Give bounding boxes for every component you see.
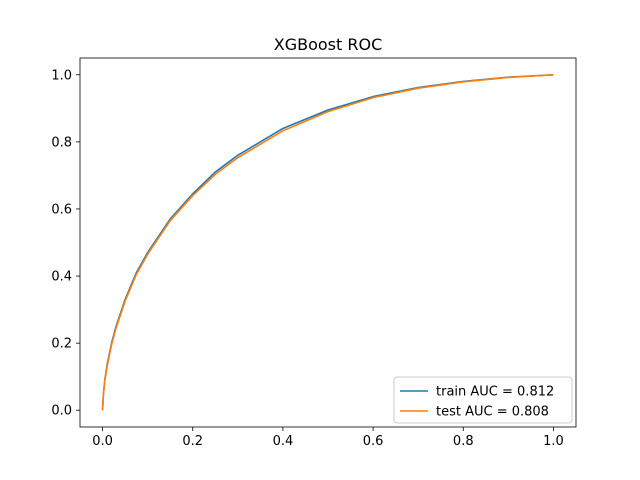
legend-box — [393, 376, 573, 424]
series-layer — [101, 73, 554, 411]
y-tick-label: 0.4 — [51, 270, 72, 285]
chart-title: XGBoost ROC — [274, 35, 383, 54]
y-tick-label: 1.0 — [51, 68, 72, 83]
series-line-1 — [101, 73, 554, 411]
legend-label: train AUC = 0.812 — [436, 385, 554, 400]
x-tick-label: 1.0 — [543, 434, 564, 449]
plot-area — [79, 57, 577, 428]
legend-label: test AUC = 0.808 — [436, 405, 549, 420]
y-tick-label: 0.0 — [51, 404, 72, 419]
y-tick-label: 0.2 — [51, 337, 72, 352]
legend: train AUC = 0.812 test AUC = 0.808 — [393, 376, 573, 424]
y-tick-label: 0.6 — [51, 202, 72, 217]
x-tick-label: 0.6 — [363, 434, 384, 449]
y-tick-label: 0.8 — [51, 135, 72, 150]
x-axis: 0.0 0.2 0.4 0.6 0.8 1.0 — [92, 427, 564, 449]
x-tick-label: 0.0 — [92, 434, 113, 449]
plot-frame — [79, 57, 577, 428]
x-tick-label: 0.4 — [273, 434, 294, 449]
y-axis: 0.0 0.2 0.4 0.6 0.8 1.0 — [51, 68, 80, 419]
x-tick-label: 0.8 — [453, 434, 474, 449]
x-tick-label: 0.2 — [182, 434, 203, 449]
